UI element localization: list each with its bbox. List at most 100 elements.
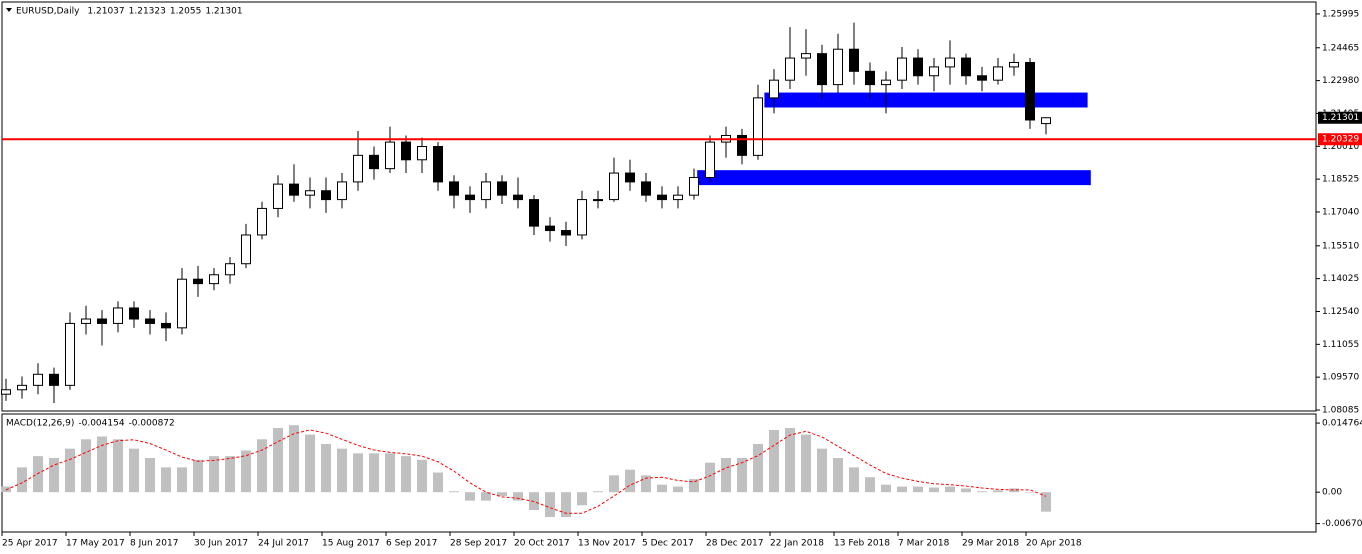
macd-panel <box>1 413 1317 533</box>
candle-body <box>897 57 907 81</box>
macd-bar <box>833 458 843 493</box>
candle-body <box>785 57 795 81</box>
menu-arrow <box>6 8 12 12</box>
candle-body <box>497 181 507 196</box>
y-tick-label: 1.09570 <box>1322 373 1359 383</box>
y-tick-label: 1.08085 <box>1322 406 1359 416</box>
candle-body <box>161 322 171 329</box>
x-tick-label: 15 Aug 2017 <box>322 539 380 549</box>
hline-label: 1.20329 <box>1322 135 1359 145</box>
macd-bar <box>737 458 747 493</box>
macd-bar <box>481 492 491 501</box>
candle-body <box>65 322 75 386</box>
candle-body <box>257 207 267 236</box>
y-tick-label: 0.00 <box>1322 488 1342 498</box>
y-tick-label: 1.25995 <box>1322 9 1359 19</box>
x-tick-label: 30 Jun 2017 <box>194 539 248 549</box>
macd-bar <box>65 448 75 493</box>
price-panel <box>1 1 1317 412</box>
candle-body <box>577 199 587 236</box>
candle-body <box>113 307 123 324</box>
macd-bar <box>97 436 107 493</box>
macd-bar <box>561 492 571 518</box>
x-tick-label: 7 Mar 2018 <box>898 539 950 549</box>
y-tick-label: 1.17040 <box>1322 207 1359 217</box>
macd-bar <box>337 448 347 493</box>
macd-bar <box>49 458 59 493</box>
x-tick-label: 8 Jun 2017 <box>130 539 178 549</box>
macd-bar <box>641 475 651 493</box>
y-tick-label: -0.006708 <box>1322 519 1362 529</box>
macd-bar <box>865 477 875 493</box>
candle-body <box>1041 117 1051 125</box>
macd-bar <box>17 467 27 493</box>
macd-bar <box>769 429 779 493</box>
x-tick-label: 28 Dec 2017 <box>706 539 764 549</box>
macd-bar <box>961 488 971 493</box>
y-tick-label: 1.15510 <box>1322 241 1359 251</box>
symbol-title: EURUSD,Daily <box>16 7 80 17</box>
macd-bar <box>849 467 859 493</box>
y-tick-label: 0.014764 <box>1322 419 1362 429</box>
macd-bar <box>33 456 43 493</box>
candle-body <box>673 194 683 201</box>
candle-body <box>609 172 619 201</box>
macd-bar <box>401 456 411 493</box>
macd-bar <box>129 448 139 493</box>
candle-body <box>961 57 971 77</box>
macd-bar <box>465 492 475 501</box>
macd-bar <box>593 491 603 493</box>
price-label: 1.21301 <box>1322 113 1359 123</box>
candle-body <box>1025 61 1035 121</box>
candle-body <box>913 57 923 77</box>
macd-bar <box>225 456 235 493</box>
candle-body <box>1009 61 1019 68</box>
macd-bar <box>545 492 555 518</box>
macd-bar <box>497 492 507 496</box>
candle-body <box>385 141 395 170</box>
x-tick-label: 29 Mar 2018 <box>962 539 1019 549</box>
candle-body <box>273 183 283 209</box>
macd-bar <box>209 456 219 493</box>
candle-body <box>737 134 747 156</box>
y-tick-label: 1.22980 <box>1322 76 1359 86</box>
macd-bar <box>81 439 91 493</box>
candle-body <box>17 384 27 391</box>
candle-body <box>625 172 635 183</box>
candle-body <box>209 274 219 285</box>
candle-body <box>417 146 427 161</box>
macd-bar <box>929 487 939 493</box>
macd-bar <box>913 486 923 493</box>
x-tick-label: 13 Nov 2017 <box>578 539 636 549</box>
candle-body <box>97 318 107 324</box>
macd-bar <box>177 467 187 493</box>
macd-bar <box>417 459 427 493</box>
macd-bar <box>945 486 955 493</box>
y-tick-label: 1.12540 <box>1322 307 1359 317</box>
candle-body <box>369 154 379 170</box>
macd-bar <box>353 453 363 493</box>
macd-bar <box>817 448 827 493</box>
header-value: 1.21037 <box>87 7 124 17</box>
candle-body <box>545 225 555 232</box>
x-tick-label: 20 Apr 2018 <box>1026 539 1082 549</box>
candle-body <box>929 66 939 77</box>
candle-body <box>561 230 571 236</box>
overlay: EURUSD,Daily MACD(12,26,9) 1.21037 1.2132… <box>2 7 1362 429</box>
hline-label-bg <box>1318 133 1362 146</box>
macd-header-value: -0.004154 <box>78 419 124 429</box>
macd-bar <box>705 462 715 493</box>
candle-body <box>529 199 539 227</box>
macd-bar <box>257 439 267 493</box>
candle-body <box>689 176 699 196</box>
macd-bar <box>673 486 683 493</box>
candle-body <box>801 53 811 59</box>
zone <box>697 170 1091 186</box>
header-value: 1.21301 <box>205 7 242 17</box>
candle-body <box>81 318 91 324</box>
candle-body <box>465 194 475 201</box>
x-tick-label: 22 Jan 2018 <box>770 539 824 549</box>
zone <box>764 92 1088 108</box>
x-tick-label: 25 Apr 2017 <box>2 539 58 549</box>
macd-bar <box>193 459 203 493</box>
